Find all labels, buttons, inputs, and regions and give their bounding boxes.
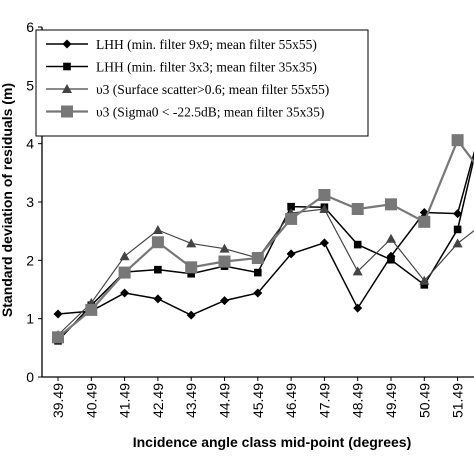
data-point (219, 243, 230, 253)
data-point (151, 236, 164, 249)
x-tick-label: 51.49 (450, 383, 466, 418)
data-point (61, 105, 73, 118)
data-point (62, 39, 72, 49)
chart-axes: 0 1 2 3 4 5 6 39.49 40.49 41.49 42.49 43.49 44.49 45.… (26, 19, 474, 418)
x-tick-label: 48.49 (350, 383, 366, 418)
x-tick-label: 39.49 (50, 383, 66, 418)
data-point (418, 215, 431, 228)
x-tick-label: 42.49 (150, 383, 166, 418)
legend-label: υ3 (Sigma0 < -22.5dB; mean filter 35x35) (96, 105, 324, 120)
y-tick-label: 5 (26, 77, 34, 93)
data-point (352, 266, 363, 276)
data-point (353, 303, 363, 313)
data-point (351, 203, 364, 215)
data-point (53, 309, 63, 319)
legend-box (35, 29, 369, 137)
data-point (387, 255, 395, 264)
data-point (154, 265, 162, 274)
x-axis-label: Incidence angle class mid-point (degrees… (133, 434, 412, 450)
data-point (453, 225, 462, 234)
legend-label: LHH (min. filter 9x9; mean filter 55x55) (96, 37, 317, 52)
y-tick-label: 0 (26, 369, 34, 385)
data-point (218, 255, 231, 268)
y-tick-label: 4 (26, 136, 34, 152)
y-tick-label: 3 (26, 194, 34, 210)
legend-label: υ3 (Surface scatter>0.6; mean filter 55x… (96, 82, 329, 97)
data-point (453, 209, 463, 219)
data-point (353, 240, 362, 249)
y-tick-label: 2 (26, 252, 34, 268)
data-point (119, 251, 130, 261)
data-point (253, 288, 263, 298)
data-point (451, 134, 464, 147)
data-point (153, 294, 163, 304)
data-point (319, 238, 329, 248)
x-tick-label: 47.49 (316, 383, 332, 418)
y-tick-label: 6 (26, 19, 34, 35)
x-tick-label: 43.49 (183, 383, 199, 418)
data-point (287, 202, 295, 211)
x-tick-label: 45.49 (250, 383, 266, 418)
data-point (120, 288, 130, 298)
series-4 (52, 134, 474, 344)
legend-label: LHH (min. filter 3x3; mean filter 35x35) (96, 60, 317, 75)
data-point (386, 233, 396, 243)
legend-entry: υ3 (Surface scatter>0.6; mean filter 55x… (46, 82, 329, 97)
series-layer (52, 134, 474, 345)
x-tick-label: 44.49 (217, 383, 233, 418)
data-point (318, 189, 331, 201)
data-point (285, 212, 298, 225)
data-point (319, 204, 330, 213)
x-tick-label: 50.49 (416, 383, 432, 418)
data-point (186, 238, 197, 248)
series-3 (53, 204, 474, 339)
data-point (385, 198, 397, 211)
data-point (251, 252, 264, 264)
x-tick-label: 41.49 (117, 383, 133, 418)
data-point (286, 249, 296, 259)
data-point (220, 296, 229, 306)
series-line (57, 137, 474, 339)
data-point (85, 303, 98, 316)
data-point (185, 261, 198, 274)
data-point (419, 275, 430, 285)
data-point (254, 268, 262, 277)
legend-entry: LHH (min. filter 3x3; mean filter 35x35) (46, 60, 317, 75)
data-point (187, 269, 195, 278)
x-tick-label: 46.49 (283, 383, 299, 418)
data-point (452, 238, 463, 248)
data-point (186, 310, 196, 320)
legend-entry: υ3 (Sigma0 < -22.5dB; mean filter 35x35) (46, 105, 324, 120)
y-tick-label: 1 (26, 311, 34, 327)
data-point (118, 266, 131, 279)
data-point (62, 84, 72, 93)
legend-entry: LHH (min. filter 9x9; mean filter 55x55) (46, 37, 317, 52)
y-axis-label: Standard deviation of residuals (m) (0, 83, 15, 317)
legend: LHH (min. filter 9x9; mean filter 55x55)… (35, 29, 369, 137)
data-point (420, 281, 429, 289)
data-point (152, 225, 163, 234)
x-tick-label: 49.49 (383, 383, 399, 418)
data-point (63, 62, 71, 71)
data-point (52, 331, 64, 344)
x-tick-label: 40.49 (83, 383, 99, 418)
